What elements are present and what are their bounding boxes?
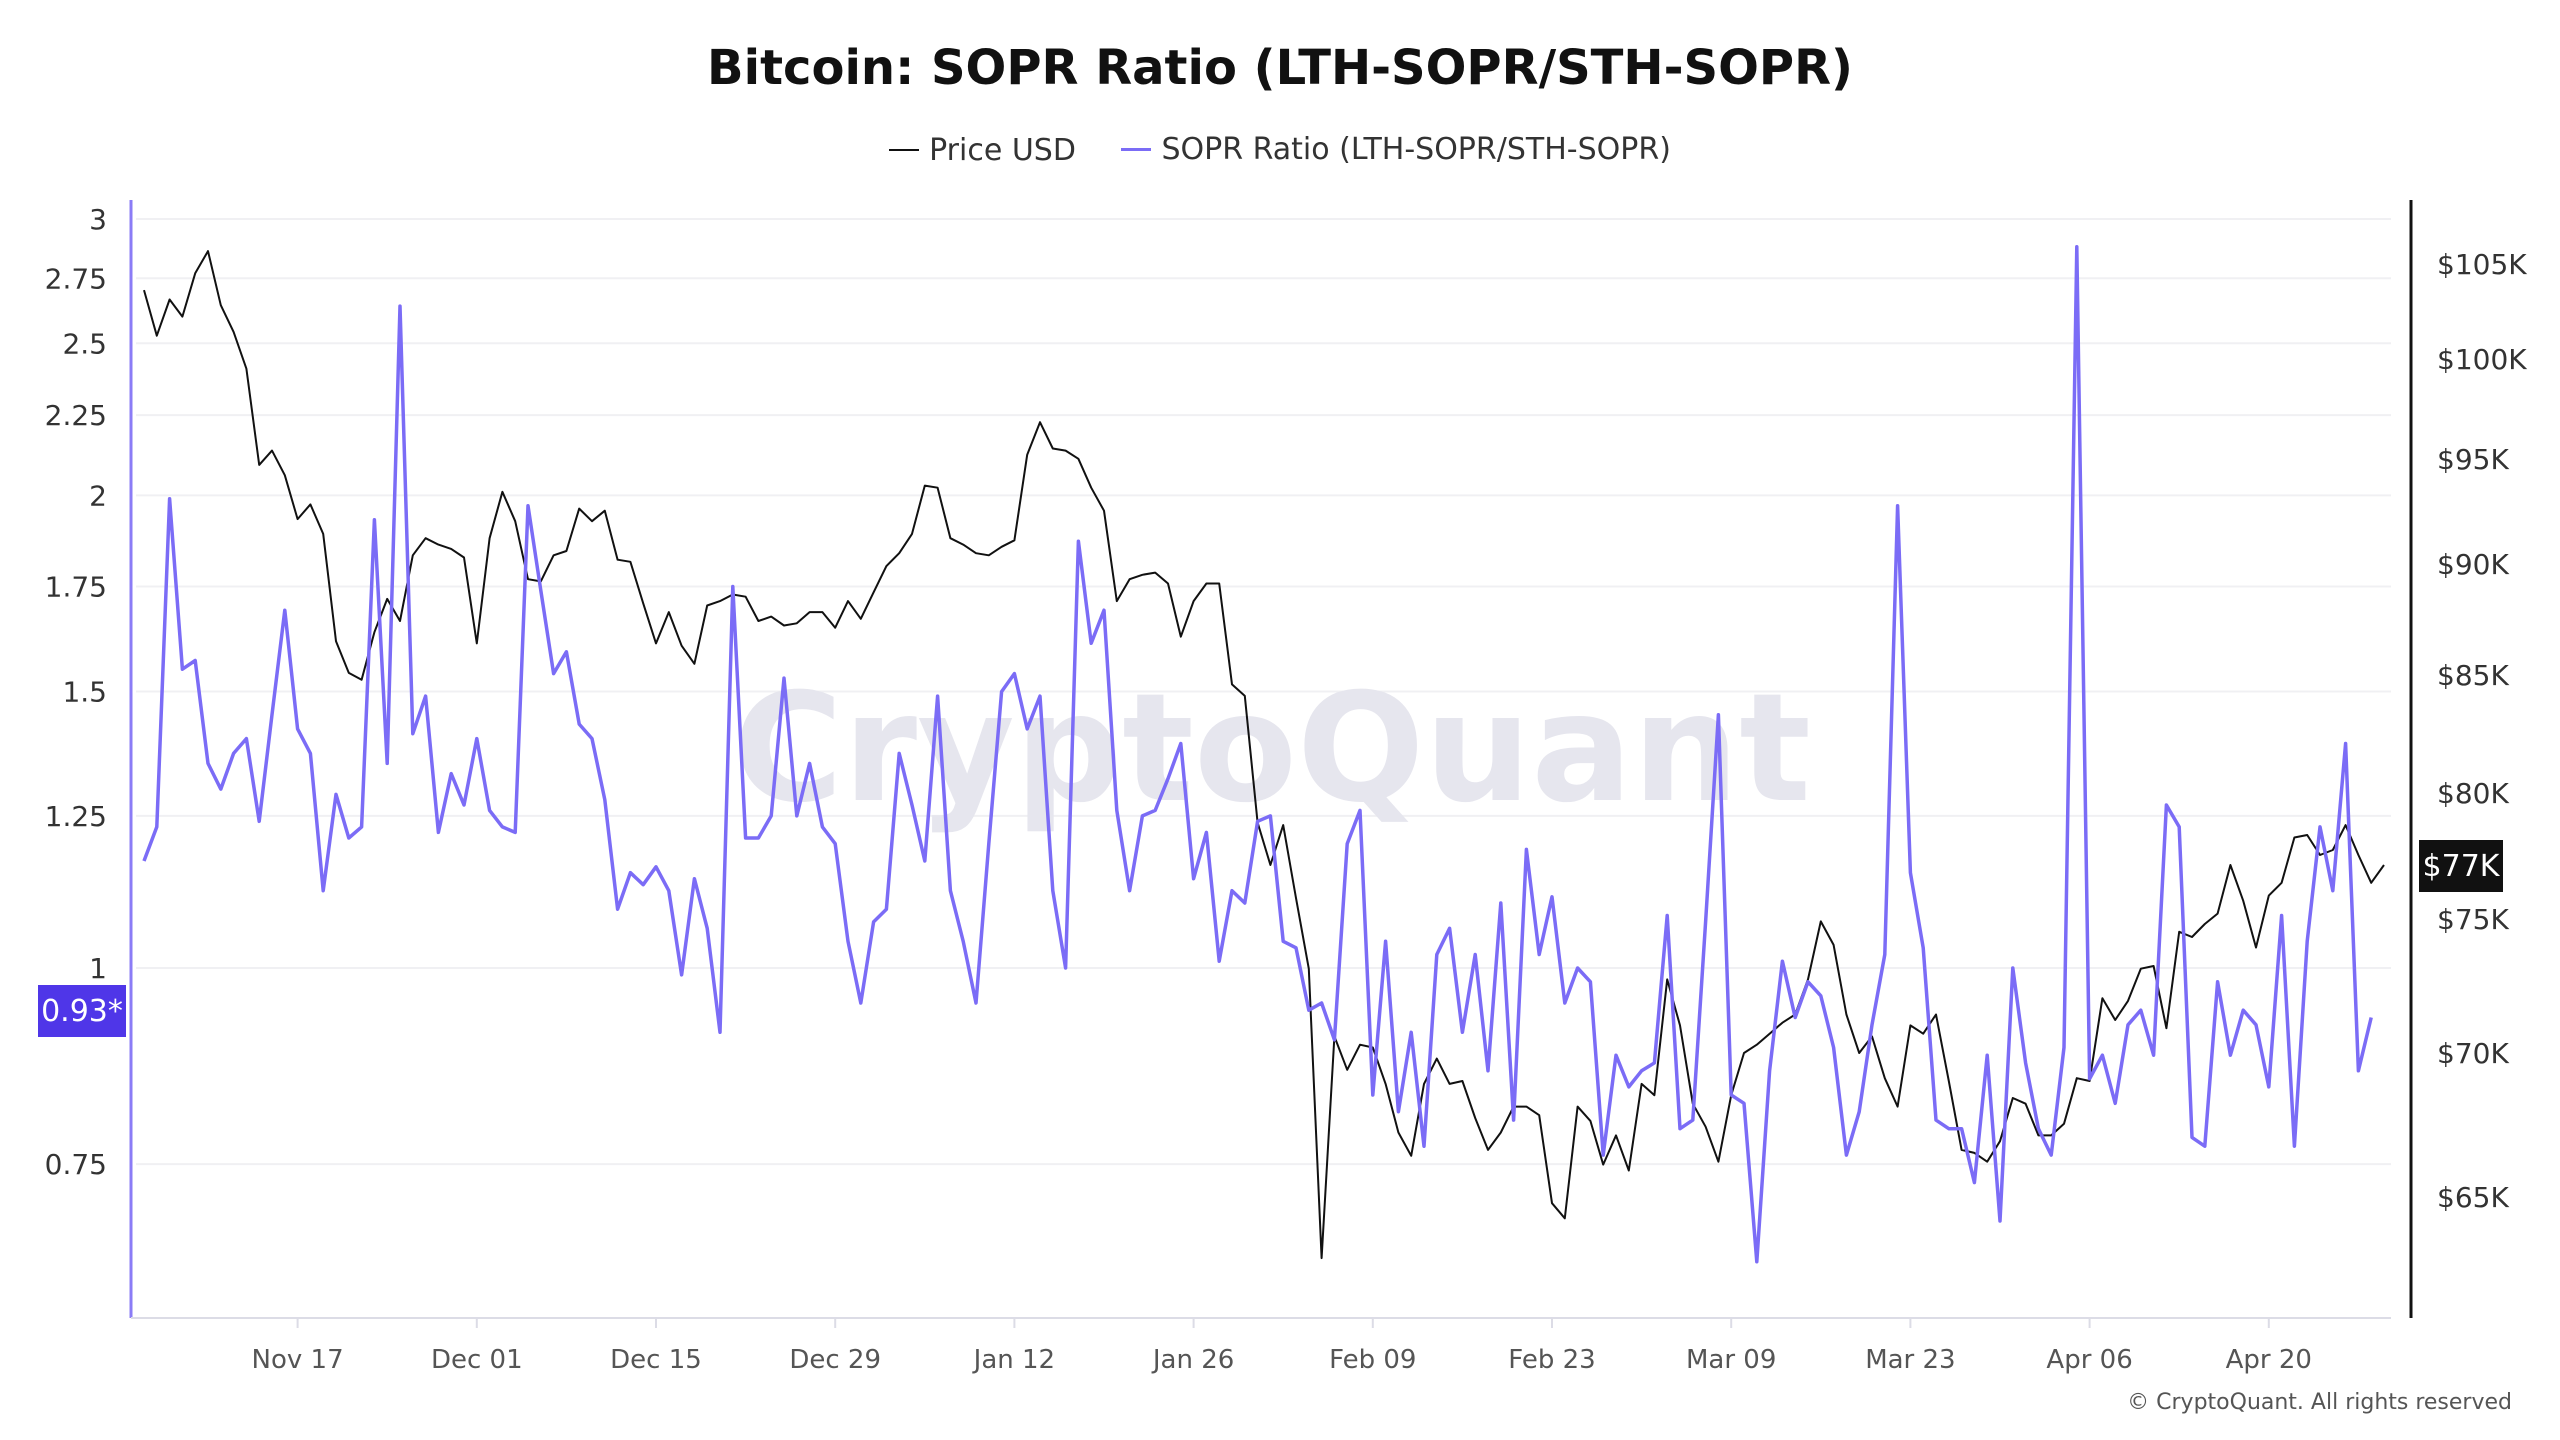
x-tick-label: Mar 09	[1686, 1345, 1776, 1375]
right-tick-label: $95K	[2437, 443, 2509, 476]
x-tick-label: Jan 26	[1151, 1345, 1234, 1375]
right-tick-label: $100K	[2437, 343, 2527, 376]
chart-title: Bitcoin: SOPR Ratio (LTH-SOPR/STH-SOPR)	[707, 40, 1853, 96]
left-tick-label: 2.25	[45, 399, 107, 432]
left-tick-label: 3	[89, 203, 107, 236]
legend-swatch-sopr	[1121, 148, 1152, 151]
right-tick-label: $105K	[2437, 248, 2527, 281]
right-tick-label: $80K	[2437, 777, 2509, 810]
legend-item-sopr[interactable]: SOPR Ratio (LTH-SOPR/STH-SOPR)	[1121, 132, 1671, 167]
copyright: © CryptoQuant. All rights reserved	[2127, 1390, 2512, 1415]
left-tick-label: 1.75	[45, 570, 107, 603]
left-tick-label: 0.75	[45, 1148, 107, 1181]
x-tick-label: Jan 12	[972, 1345, 1055, 1375]
x-tick-label: Apr 06	[2046, 1345, 2132, 1375]
right-tick-label: $65K	[2437, 1181, 2509, 1214]
legend: Price USD SOPR Ratio (LTH-SOPR/STH-SOPR)	[0, 124, 2560, 168]
right-tick-label: $75K	[2437, 903, 2509, 936]
right-tick-label: $90K	[2437, 548, 2509, 581]
legend-label-sopr: SOPR Ratio (LTH-SOPR/STH-SOPR)	[1161, 132, 1671, 167]
price-current-value-badge: $77K	[2419, 840, 2503, 892]
right-tick-label: $85K	[2437, 659, 2509, 692]
gridlines	[136, 217, 2391, 1166]
x-tick-label: Nov 17	[252, 1345, 344, 1375]
x-tick-label: Feb 23	[1508, 1345, 1595, 1375]
left-tick-label: 1.25	[45, 800, 107, 833]
legend-item-price[interactable]: Price USD	[889, 133, 1076, 168]
left-tick-label: 2.75	[45, 262, 107, 295]
left-tick-label: 2.5	[62, 327, 107, 360]
x-tick-label: Feb 09	[1329, 1345, 1416, 1375]
x-tick-label: Mar 23	[1865, 1345, 1955, 1375]
x-tick-label: Dec 01	[431, 1345, 523, 1375]
sopr-ratio-line	[142, 245, 2373, 1264]
legend-label-price: Price USD	[929, 132, 1076, 168]
tick-labels: 0.75 1 1.25 1.5 1.75 2 2.25 2.5 2.75 3 $65K $70K $75…	[45, 203, 2528, 1375]
price-line	[143, 250, 2385, 1260]
x-tick-label: Dec 29	[789, 1345, 881, 1375]
legend-swatch-price	[889, 149, 920, 151]
left-tick-label: 1.5	[62, 676, 107, 709]
x-tick-label: Dec 15	[610, 1345, 702, 1375]
left-tick-label: 2	[89, 479, 107, 512]
x-tick-label: Apr 20	[2226, 1345, 2312, 1375]
axes	[129, 200, 2413, 1328]
left-tick-label: 1	[89, 952, 107, 985]
sopr-current-value-badge: 0.93*	[38, 985, 126, 1037]
series-lines	[142, 245, 2385, 1264]
right-tick-label: $70K	[2437, 1037, 2509, 1070]
